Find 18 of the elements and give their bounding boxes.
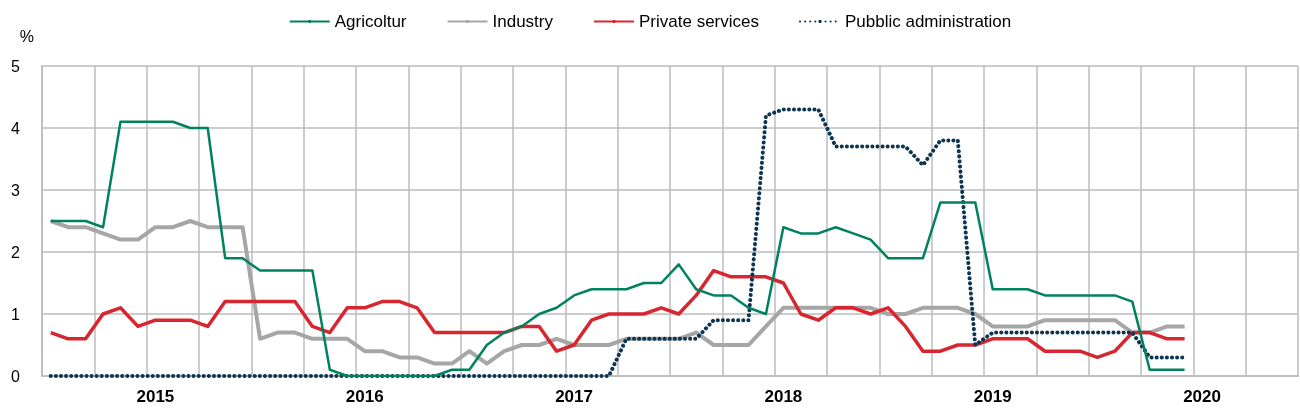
x-tick-label: 2016: [345, 387, 384, 406]
y-tick-label: 2: [11, 243, 21, 261]
y-tick-label: 1: [11, 305, 21, 323]
legend-label: Industry: [492, 12, 554, 31]
y-tick-label: 5: [11, 57, 21, 75]
legend-label: Agricoltur: [334, 12, 407, 31]
line-series: [48, 268, 1187, 360]
x-tick-label: 2019: [973, 387, 1012, 406]
legend-label: Pubblic administration: [844, 12, 1012, 31]
y-tick-label: 0: [11, 367, 21, 385]
y-axis-title: %: [19, 27, 34, 45]
y-tick-label: 4: [11, 119, 21, 137]
x-tick-label: 2018: [764, 387, 803, 406]
y-tick-label: 3: [11, 181, 21, 199]
x-tick-label: 2015: [136, 387, 175, 406]
legend-label: Private services: [638, 12, 759, 31]
x-tick-label: 2020: [1183, 387, 1221, 406]
x-tick-label: 2017: [555, 387, 593, 406]
